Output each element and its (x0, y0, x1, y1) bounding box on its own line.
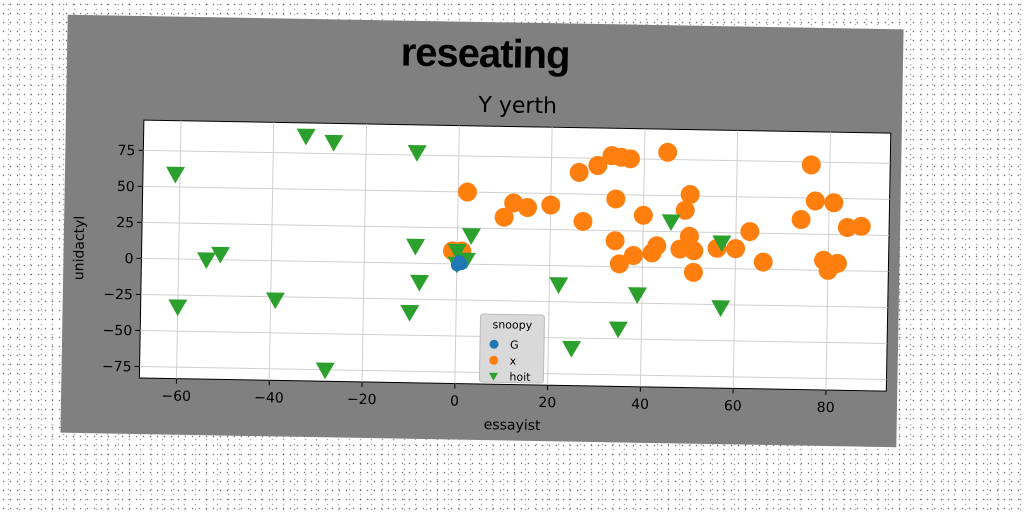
legend-box (478, 313, 545, 384)
data-point-x (679, 226, 699, 246)
data-point-hoit (562, 340, 582, 358)
y-tick-label: 25 (116, 215, 134, 231)
x-grid-line (639, 128, 646, 387)
data-point-hoit (627, 287, 647, 304)
data-point-hoit (447, 243, 467, 261)
data-point-hoit (265, 292, 285, 310)
data-point-x (633, 205, 653, 225)
data-points (166, 128, 871, 380)
data-point-hoit (608, 321, 628, 339)
y-tick-label: −50 (103, 323, 133, 340)
data-point-x (805, 191, 825, 211)
legend-label-G: G (510, 339, 519, 352)
chart-title: Y yerth (477, 93, 557, 119)
x-axis-label: essayist (484, 417, 542, 434)
y-grid-line (140, 293, 888, 308)
data-point-hoit (211, 246, 231, 264)
data-point-hoit (461, 228, 481, 245)
y-tick-label: 0 (124, 251, 133, 267)
data-point-x (518, 198, 538, 218)
data-point-x (683, 262, 703, 282)
legend-label-x: x (510, 355, 517, 368)
data-point-x (494, 207, 514, 227)
x-tick-label: 80 (817, 400, 835, 416)
data-point-x (837, 218, 857, 238)
y-tick-label: 50 (117, 179, 135, 195)
data-point-hoit (400, 304, 420, 322)
x-tick-label: 60 (724, 398, 742, 414)
legend: snoopy Gx hoit (478, 313, 545, 384)
y-axis-ticks: −75 −50 −25 0 25 50 75 (102, 143, 144, 376)
legend-title: snoopy (492, 318, 532, 332)
legend-marker-hoit (489, 372, 499, 381)
data-point-G (450, 259, 463, 272)
x-axis-ticks: −60 −40 −20 0 20 40 60 80 (161, 378, 835, 416)
x-tick-label: 20 (538, 395, 556, 411)
data-point-hoit (168, 299, 188, 317)
data-point-x (791, 209, 811, 229)
data-point-hoit (712, 235, 732, 253)
data-point-x (605, 231, 625, 251)
scatter-chart: −60 −40 −20 0 20 40 60 80 −75 −50 −25 0 25 50 75 Y ye… (71, 93, 892, 434)
data-point-hoit (549, 277, 569, 294)
x-grid-line (361, 123, 368, 382)
data-point-hoit (296, 128, 316, 146)
data-point-x (658, 142, 678, 162)
figure-frame: reseating −60 −40 −20 0 20 40 60 80 −75 −50 −25 0 2… (60, 14, 904, 448)
data-point-x (851, 216, 871, 236)
data-point-x (740, 222, 760, 242)
legend-label-hoit: hoit (509, 371, 531, 384)
data-point-x (801, 155, 821, 175)
data-point-x (573, 211, 593, 231)
y-axis-label: unidactyl (71, 216, 88, 281)
x-tick-label: 0 (450, 393, 459, 409)
data-point-x (827, 253, 847, 273)
x-tick-label: −60 (161, 388, 191, 405)
y-grid-line (142, 221, 889, 236)
data-point-x (606, 189, 626, 209)
y-grid-line (142, 185, 890, 200)
data-point-hoit (197, 252, 217, 270)
x-grid-line (732, 130, 739, 389)
data-point-hoit (315, 362, 335, 380)
y-tick-label: −25 (103, 287, 133, 304)
x-grid-line (547, 127, 553, 386)
x-tick-label: −40 (254, 390, 284, 407)
data-point-x (680, 184, 700, 204)
data-point-x (457, 182, 477, 202)
data-point-hoit (410, 274, 430, 292)
data-point-x (726, 239, 746, 259)
data-point-x (541, 195, 561, 215)
data-point-x (588, 155, 608, 175)
data-point-x (569, 162, 589, 182)
legend-marker-x (489, 355, 499, 365)
data-point-hoit (324, 134, 344, 152)
x-tick-label: 40 (631, 397, 649, 413)
data-point-x (684, 241, 704, 261)
data-point-hoit (166, 166, 186, 184)
y-grid-line (143, 149, 891, 164)
data-point-x (620, 149, 640, 169)
x-grid-line (175, 120, 182, 379)
x-tick-label: −20 (347, 392, 377, 409)
data-point-hoit (711, 300, 731, 317)
data-point-x (824, 193, 844, 213)
data-point-x (647, 236, 667, 256)
legend-marker-G (489, 339, 499, 349)
x-grid-line (268, 122, 275, 381)
data-point-x (623, 245, 643, 265)
data-point-hoit (406, 238, 426, 256)
y-tick-label: −75 (102, 359, 132, 376)
y-tick-label: 75 (117, 143, 135, 159)
data-point-hoit (407, 144, 427, 162)
data-point-x (753, 252, 773, 272)
plot-area (138, 119, 892, 392)
data-point-hoit (661, 214, 681, 232)
data-point-x (609, 254, 629, 274)
